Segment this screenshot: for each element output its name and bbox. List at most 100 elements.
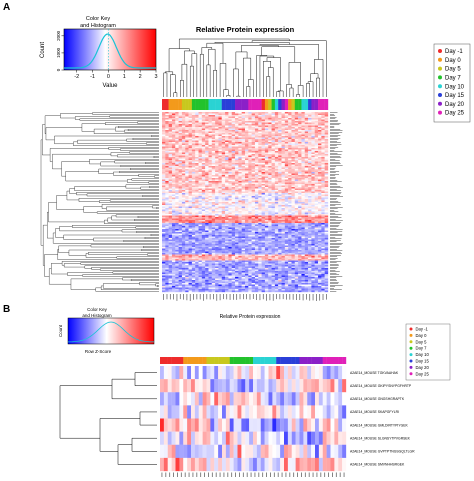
heatmap-a-cell <box>311 203 315 206</box>
heatmap-a-cell <box>168 145 173 147</box>
heatmap-a-cell <box>288 208 292 210</box>
heatmap-a-cell <box>205 160 209 162</box>
heatmap-a-cell <box>311 133 315 135</box>
heatmap-a-cell <box>198 178 202 180</box>
heatmap-a-cell <box>171 196 176 198</box>
heatmap-a-cell <box>298 217 302 219</box>
heatmap-a-cell <box>264 118 269 120</box>
heatmap-a-cell <box>181 128 186 131</box>
heatmap-a-cell <box>304 160 309 162</box>
heatmap-a-cell <box>281 161 285 164</box>
heatmap-a-cell <box>278 197 282 200</box>
heatmap-a-cell <box>218 184 222 186</box>
heatmap-a-cell <box>245 185 249 188</box>
heatmap-a-cell <box>314 202 319 204</box>
heatmap-a-cell <box>228 250 232 252</box>
heatmap-a-cell <box>235 185 239 188</box>
heatmap-a-cell <box>162 169 166 171</box>
heatmap-a-cell <box>264 223 269 225</box>
heatmap-a-cell <box>268 154 272 156</box>
heatmap-a-cell <box>251 172 256 174</box>
heatmap-a-cell <box>195 170 199 173</box>
heatmap-a-cell <box>195 151 199 153</box>
heatmap-a-cell <box>274 151 279 153</box>
heatmap-a-cell <box>304 112 309 114</box>
heatmap-a-cell <box>264 236 269 239</box>
column-annotation-a-cell <box>311 99 315 110</box>
heatmap-a-cell <box>294 245 299 248</box>
heatmap-a-cell <box>205 122 209 125</box>
heatmap-a-cell <box>168 176 173 179</box>
heatmap-a-cell <box>208 136 212 138</box>
heatmap-a-cell <box>225 134 229 137</box>
heatmap-a-cell <box>308 191 312 194</box>
heatmap-a-cell <box>208 113 212 116</box>
dendrogram-branch <box>246 86 251 97</box>
heatmap-a-cell <box>188 242 193 245</box>
heatmap-a-cell <box>231 161 236 164</box>
heatmap-a-cell <box>162 154 166 156</box>
heatmap-a-cell <box>235 193 239 195</box>
heatmap-a-cell <box>162 215 166 218</box>
heatmap-a-cell <box>218 166 222 168</box>
heatmap-a-cell <box>288 170 292 173</box>
heatmap-a-cell <box>301 208 305 210</box>
heatmap-a-cell <box>178 197 183 200</box>
heatmap-a-cell <box>185 233 189 236</box>
heatmap-a-cell <box>271 145 276 147</box>
heatmap-a-cell <box>238 127 242 129</box>
heatmap-a-cell <box>238 118 242 120</box>
dendrogram-branch <box>151 135 159 137</box>
heatmap-a-cell <box>191 131 196 134</box>
heatmap-a-cell <box>228 154 232 156</box>
heatmap-a-cell <box>191 149 196 152</box>
heatmap-a-cell <box>198 179 202 182</box>
heatmap-a-cell <box>264 112 269 114</box>
heatmap-a-cell <box>211 122 216 125</box>
heatmap-a-cell <box>231 170 236 173</box>
heatmap-a-cell <box>225 172 229 174</box>
heatmap-a-cell <box>162 202 166 204</box>
heatmap-a-cell <box>254 112 259 114</box>
heatmap-a-cell <box>225 151 229 153</box>
heatmap-a-cell <box>314 161 319 164</box>
heatmap-a-cell <box>301 211 305 213</box>
heatmap-a-cell <box>221 125 226 128</box>
heatmap-a-cell <box>188 248 193 251</box>
heatmap-a-cell <box>208 139 212 141</box>
heatmap-a-cell <box>235 157 239 159</box>
heatmap-a-cell <box>241 157 246 159</box>
heatmap-a-cell <box>165 142 169 144</box>
heatmap-a-cell <box>258 139 262 141</box>
heatmap-a-cell <box>231 208 236 210</box>
heatmap-a-cell <box>191 191 196 194</box>
heatmap-a-cell <box>238 139 242 141</box>
heatmap-a-cell <box>248 238 252 240</box>
heatmap-a-cell <box>248 190 252 192</box>
dendrogram-branch <box>243 57 252 97</box>
heatmap-a-cell <box>281 236 285 239</box>
heatmap-a-cell <box>268 206 272 209</box>
heatmap-a-cell <box>318 128 322 131</box>
heatmap-a-cell <box>188 155 193 158</box>
heatmap-a-cell <box>281 226 285 228</box>
heatmap-a-cell <box>181 127 186 129</box>
heatmap-a-cell <box>311 158 315 161</box>
heatmap-a-cell <box>324 194 329 197</box>
heatmap-a-cell <box>198 152 202 155</box>
heatmap-a-cell <box>284 193 289 195</box>
heatmap-a-cell <box>281 146 285 149</box>
heatmap-a-cell <box>311 152 315 155</box>
heatmap-a-cell <box>301 118 305 120</box>
heatmap-a-cell <box>261 196 266 198</box>
heatmap-a-cell <box>241 125 246 128</box>
heatmap-a-cell <box>298 121 302 123</box>
heatmap-a-cell <box>221 250 226 252</box>
heatmap-a-cell <box>178 112 183 114</box>
heatmap-a-cell <box>245 182 249 185</box>
heatmap-a-cell <box>218 163 222 165</box>
heatmap-a-cell <box>284 155 289 158</box>
heatmap-a-cell <box>261 118 266 120</box>
heatmap-a-cell <box>195 178 199 180</box>
heatmap-a-cell <box>191 221 196 224</box>
